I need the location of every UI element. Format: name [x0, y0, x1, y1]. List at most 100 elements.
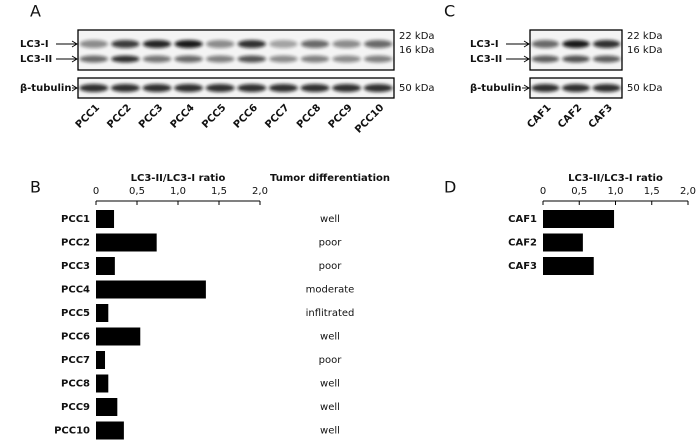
lane-label: PCC6	[232, 102, 260, 130]
lane-label: PCC4	[169, 102, 197, 130]
arrow-head	[523, 55, 530, 63]
band	[142, 40, 172, 48]
band-label: LC3-II	[20, 54, 52, 65]
arrow-head	[71, 40, 78, 48]
differentiation-label: poor	[319, 261, 343, 272]
lane-label: PCC7	[263, 102, 291, 130]
band	[300, 40, 330, 48]
differentiation-label: moderate	[306, 285, 355, 296]
band-label: LC3-I	[470, 39, 499, 50]
lane-label: PCC8	[295, 102, 323, 130]
bar	[96, 233, 157, 252]
band	[174, 84, 204, 92]
blot-box	[77, 29, 395, 71]
x-tick-label: 2,0	[252, 186, 268, 197]
band	[592, 40, 621, 48]
band	[269, 40, 298, 48]
category-label: PCC2	[61, 238, 90, 249]
bar	[96, 398, 118, 416]
category-label: PCC1	[61, 214, 90, 225]
band	[111, 40, 140, 48]
band	[110, 84, 140, 92]
kda-marker: 16 kDa	[627, 45, 663, 56]
band	[562, 55, 590, 63]
band	[79, 55, 109, 63]
band	[332, 40, 361, 48]
bar	[96, 351, 106, 369]
kda-marker: 16 kDa	[399, 45, 435, 56]
band	[174, 55, 203, 63]
category-label: PCC4	[61, 285, 90, 296]
lane-label: CAF3	[587, 102, 615, 130]
band	[79, 40, 109, 48]
arrow-head	[71, 84, 78, 92]
band	[142, 55, 172, 63]
blot-box	[529, 29, 623, 71]
band	[363, 84, 393, 92]
category-label: PCC9	[61, 402, 90, 413]
band	[531, 84, 560, 92]
bar	[96, 257, 115, 275]
differentiation-label: poor	[319, 238, 343, 249]
bar	[543, 233, 583, 252]
band	[269, 55, 298, 63]
panel-letter: A	[30, 2, 41, 21]
blot-box	[77, 77, 395, 99]
arrow-head	[523, 40, 530, 48]
category-label: CAF3	[508, 261, 537, 272]
axis-title: LC3-II/LC3-I ratio	[568, 173, 663, 184]
lane-label: CAF1	[525, 102, 553, 130]
differentiation-label: well	[320, 332, 340, 343]
arrow-head	[71, 55, 78, 63]
differentiation-label: well	[320, 379, 340, 390]
band	[562, 40, 590, 48]
bar	[543, 210, 615, 228]
category-label: PCC10	[54, 426, 90, 437]
band	[268, 84, 298, 92]
category-label: PCC6	[61, 332, 90, 343]
kda-marker: 22 kDa	[627, 31, 663, 42]
kda-marker: 50 kDa	[399, 83, 435, 94]
panel-letter: C	[444, 2, 455, 21]
panel-letter: D	[444, 178, 456, 197]
band	[142, 84, 172, 92]
axis-title: LC3-II/LC3-I ratio	[131, 173, 226, 184]
bar	[96, 280, 206, 299]
band-label: LC3-I	[20, 39, 49, 50]
band	[592, 84, 621, 92]
band	[531, 55, 560, 63]
lane-label: PCC9	[327, 102, 355, 130]
band	[332, 55, 361, 63]
bar	[543, 257, 594, 275]
x-tick-label: 1,0	[608, 186, 624, 197]
bar	[96, 210, 115, 228]
bar	[96, 374, 109, 393]
x-tick-label: 1,5	[211, 186, 227, 197]
differentiation-label: well	[320, 426, 340, 437]
band	[237, 84, 267, 92]
band	[561, 84, 591, 92]
panel-letter: B	[30, 178, 41, 197]
band-label: β-tubulin	[20, 83, 71, 94]
x-tick-label: 2,0	[680, 186, 696, 197]
category-label: CAF2	[508, 238, 537, 249]
band	[237, 40, 267, 48]
lane-label: PCC2	[105, 102, 133, 130]
arrow-head	[523, 84, 530, 92]
x-tick-label: 0	[540, 186, 546, 197]
column-header: Tumor differentiation	[270, 173, 390, 184]
x-tick-label: 1,0	[170, 186, 186, 197]
band	[592, 55, 621, 63]
band	[332, 84, 362, 92]
band	[79, 84, 109, 92]
band	[300, 55, 330, 63]
lane-label: PCC5	[200, 102, 228, 130]
band	[174, 40, 203, 48]
category-label: PCC8	[61, 379, 90, 390]
band	[205, 84, 235, 92]
differentiation-label: inflitrated	[306, 308, 355, 319]
band	[300, 84, 330, 92]
lane-label: PCC1	[74, 102, 102, 130]
differentiation-label: poor	[319, 355, 343, 366]
